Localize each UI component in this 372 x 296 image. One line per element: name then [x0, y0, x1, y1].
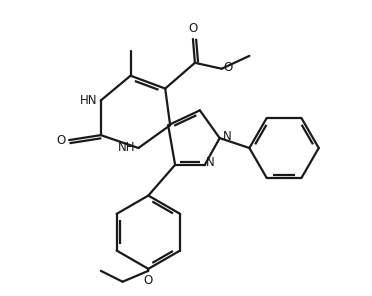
Text: O: O [56, 133, 65, 147]
Text: NH: NH [118, 141, 135, 154]
Text: N: N [206, 156, 215, 169]
Text: O: O [224, 61, 233, 74]
Text: HN: HN [80, 94, 98, 107]
Text: N: N [223, 130, 231, 143]
Text: O: O [144, 274, 153, 287]
Text: O: O [188, 22, 198, 35]
